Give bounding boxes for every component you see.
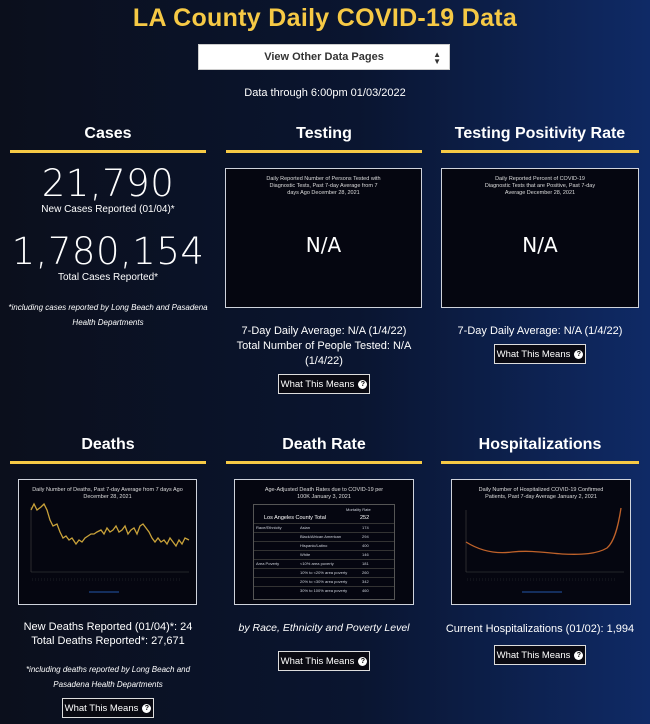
testing-rule	[226, 150, 422, 153]
deaths-panel-caption: Daily Number of Deaths, Past 7-day Avera…	[32, 487, 183, 500]
positivity-panel-value: N/A	[522, 233, 558, 257]
hospitalizations-panel: Daily Number of Hospitalized COVID-19 Co…	[451, 479, 631, 605]
row-value: 260	[362, 570, 369, 575]
table-header: Mortality Rate	[346, 507, 371, 512]
deaths-rule	[10, 461, 206, 464]
row-divider	[254, 523, 394, 524]
death-rate-subtitle: by Race, Ethnicity and Poverty Level	[238, 622, 410, 634]
testing-panel-value: N/A	[305, 233, 342, 257]
county-total-label: Los Angeles County Total	[264, 515, 326, 521]
question-icon: ?	[142, 703, 152, 713]
death-rate-title: Death Rate	[282, 436, 366, 453]
total-cases-value: 1,780,154	[11, 230, 205, 273]
svg-text:⋮⋮⋮⋮⋮⋮⋮⋮⋮⋮⋮⋮⋮⋮⋮⋮⋮⋮⋮⋮⋮⋮⋮⋮⋮⋮⋮⋮⋮⋮: ⋮⋮⋮⋮⋮⋮⋮⋮⋮⋮⋮⋮⋮⋮⋮⋮⋮⋮⋮⋮⋮⋮⋮⋮⋮⋮⋮⋮⋮⋮⋮⋮⋮⋮⋮⋮⋮⋮⋮⋮…	[466, 577, 616, 581]
data-pages-select[interactable]: View Other Data Pages ▲ ▼	[198, 44, 450, 70]
deaths-chart: ⋮⋮⋮⋮⋮⋮⋮⋮⋮⋮⋮⋮⋮⋮⋮⋮⋮⋮⋮⋮⋮⋮⋮⋮⋮⋮⋮⋮⋮⋮⋮⋮⋮⋮⋮⋮⋮⋮⋮⋮…	[30, 502, 190, 593]
testing-button-label: What This Means	[280, 378, 355, 390]
mortality-table: Mortality Rate Los Angeles County Total …	[253, 504, 395, 600]
new-cases-value: 21,790	[41, 162, 175, 205]
testing-title: Testing	[296, 125, 352, 142]
hospitalizations-panel-caption: Daily Number of Hospitalized COVID-19 Co…	[478, 487, 604, 500]
new-deaths-stat: New Deaths Reported (01/04)*: 24	[23, 621, 193, 633]
row-label: 30% to 100% area poverty	[300, 588, 348, 593]
row-value: 174	[362, 525, 369, 530]
row-divider	[254, 541, 394, 542]
row-divider	[254, 532, 394, 533]
positivity-panel-caption: Daily Reported Percent of COVID-19 Diagn…	[484, 176, 596, 196]
row-divider	[254, 568, 394, 569]
row-label: Asian	[300, 525, 311, 530]
select-label: View Other Data Pages	[264, 51, 384, 63]
total-deaths-stat: Total Deaths Reported*: 27,671	[31, 635, 185, 647]
row-label: 10% to <20% area poverty	[300, 570, 348, 575]
death-rate-panel-caption: Age-Adjusted Death Rates due to COVID-19…	[264, 487, 384, 500]
death-rate-panel: Age-Adjusted Death Rates due to COVID-19…	[234, 479, 414, 605]
row-label: 20% to <30% area poverty	[300, 579, 348, 584]
svg-text:⋮⋮⋮⋮⋮⋮⋮⋮⋮⋮⋮⋮⋮⋮⋮⋮⋮⋮⋮⋮⋮⋮⋮⋮⋮⋮⋮⋮⋮⋮: ⋮⋮⋮⋮⋮⋮⋮⋮⋮⋮⋮⋮⋮⋮⋮⋮⋮⋮⋮⋮⋮⋮⋮⋮⋮⋮⋮⋮⋮⋮⋮⋮⋮⋮⋮⋮⋮⋮⋮⋮…	[31, 577, 181, 581]
row-value: 400	[362, 543, 369, 548]
positivity-rule	[441, 150, 639, 153]
row-divider	[254, 586, 394, 587]
select-arrows-icon: ▲ ▼	[433, 50, 441, 66]
testing-what-this-means-button[interactable]: What This Means ?	[278, 374, 370, 394]
testing-panel-caption: Daily Reported Number of Persons Tested …	[266, 176, 381, 196]
deaths-footnote: *including deaths reported by Long Beach…	[25, 665, 191, 689]
row-divider	[254, 577, 394, 578]
death-rate-button-label: What This Means	[280, 655, 355, 667]
testing-panel: Daily Reported Number of Persons Tested …	[225, 168, 422, 308]
row-group-label: Area Poverty	[256, 561, 280, 566]
page-title: LA County Daily COVID-19 Data	[132, 4, 518, 32]
row-group-label: Race/Ethnicity	[256, 525, 282, 530]
row-value: 294	[362, 534, 369, 539]
deaths-trend-line	[30, 502, 190, 548]
row-label: Hispanic/Latino	[300, 543, 328, 548]
positivity-panel: Daily Reported Percent of COVID-19 Diagn…	[441, 168, 639, 308]
death-rate-what-this-means-button[interactable]: What This Means ?	[278, 651, 370, 671]
cases-rule	[10, 150, 206, 153]
row-value: 342	[362, 579, 369, 584]
row-value: 181	[362, 561, 369, 566]
positivity-title: Testing Positivity Rate	[454, 125, 626, 142]
positivity-what-this-means-button[interactable]: What This Means ?	[494, 344, 586, 364]
positivity-daily-average: 7-Day Daily Average: N/A (1/4/22)	[457, 325, 623, 337]
question-icon: ?	[358, 656, 368, 666]
data-through-text: Data through 6:00pm 01/03/2022	[244, 87, 406, 99]
cases-footnote: *including cases reported by Long Beach …	[8, 303, 208, 327]
hospitalizations-title: Hospitalizations	[478, 436, 602, 453]
row-value: 146	[362, 552, 369, 557]
hospitalizations-rule	[441, 461, 639, 464]
positivity-button-label: What This Means	[496, 348, 571, 360]
row-label: White	[300, 552, 311, 557]
testing-total-people: Total Number of People Tested: N/A (1/4/…	[236, 340, 412, 367]
deaths-button-label: What This Means	[64, 702, 139, 714]
row-divider	[254, 559, 394, 560]
cases-title: Cases	[84, 125, 132, 142]
hospitalizations-button-label: What This Means	[496, 649, 571, 661]
row-divider	[254, 550, 394, 551]
county-total-value: 252	[360, 515, 370, 521]
question-icon: ?	[358, 379, 368, 389]
row-value: 460	[362, 588, 369, 593]
deaths-what-this-means-button[interactable]: What This Means ?	[62, 698, 154, 718]
question-icon: ?	[574, 349, 584, 359]
hospitalizations-trend-line	[465, 507, 622, 555]
death-rate-rule	[226, 461, 422, 464]
current-hospitalizations-stat: Current Hospitalizations (01/02): 1,994	[445, 623, 635, 635]
deaths-panel: Daily Number of Deaths, Past 7-day Avera…	[18, 479, 197, 605]
new-cases-label: New Cases Reported (01/04)*	[41, 204, 175, 215]
hospitalizations-chart: ⋮⋮⋮⋮⋮⋮⋮⋮⋮⋮⋮⋮⋮⋮⋮⋮⋮⋮⋮⋮⋮⋮⋮⋮⋮⋮⋮⋮⋮⋮⋮⋮⋮⋮⋮⋮⋮⋮⋮⋮…	[465, 507, 624, 593]
hospitalizations-what-this-means-button[interactable]: What This Means ?	[494, 645, 586, 665]
row-label: <10% area poverty	[300, 561, 334, 566]
deaths-title: Deaths	[81, 436, 135, 453]
row-label: Black/African American	[300, 534, 342, 539]
total-cases-label: Total Cases Reported*	[57, 272, 159, 283]
question-icon: ?	[574, 650, 584, 660]
testing-daily-average: 7-Day Daily Average: N/A (1/4/22)	[241, 325, 407, 337]
